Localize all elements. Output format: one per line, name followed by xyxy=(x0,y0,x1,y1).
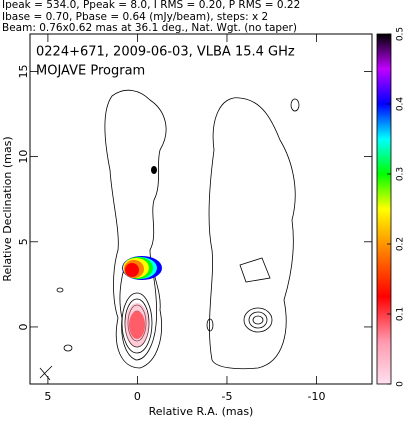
colorbar-tick-label: 0.3 xyxy=(396,167,406,181)
header-line: Ipeak = 534.0, Ppeak = 8.0, I RMS = 0.20… xyxy=(2,0,300,11)
x-tick-label: 5 xyxy=(44,390,51,403)
polarization-image xyxy=(122,166,162,347)
header-line: Beam: 0.76x0.62 mas at 36.1 deg., Nat. W… xyxy=(2,22,297,34)
y-axis-label: Relative Declination (mas) xyxy=(1,136,14,281)
colorbar-tick-label: 0 xyxy=(396,381,406,387)
y-tick-label: 10 xyxy=(17,150,30,164)
colorbar-tick-label: 0.4 xyxy=(396,97,406,112)
y-tick-label: 0 xyxy=(17,323,30,330)
x-tick-label: 0 xyxy=(134,390,141,403)
colorbar-tick-label: 0.1 xyxy=(396,307,406,321)
x-tick-label: -5 xyxy=(221,390,232,403)
y-tick-label: 15 xyxy=(17,64,30,78)
plot-frame xyxy=(29,33,373,385)
x-tick-label: -10 xyxy=(308,390,326,403)
plot-title: 0224+671, 2009-06-03, VLBA 15.4 GHz xyxy=(36,45,295,60)
colorbar xyxy=(376,33,392,385)
colorbar-tick-label: 0.2 xyxy=(396,237,406,251)
colorbar-tick-label: 0.5 xyxy=(396,27,406,41)
plot-subtitle: MOJAVE Program xyxy=(36,64,145,79)
y-tick-label: 5 xyxy=(17,238,30,245)
header-line: Ibase = 0.70, Pbase = 0.64 (mJy/beam), s… xyxy=(2,11,268,23)
contours xyxy=(39,89,300,381)
x-axis-label: Relative R.A. (mas) xyxy=(149,405,254,418)
